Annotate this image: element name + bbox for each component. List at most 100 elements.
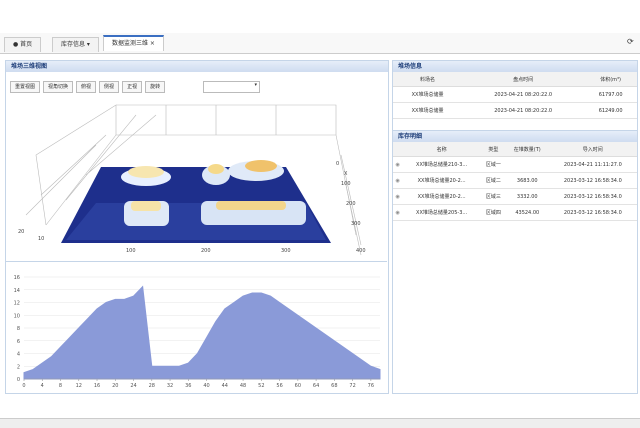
cell: 2023-03-12 16:58:34.0 (548, 172, 637, 189)
row-icon: ◉ (393, 188, 403, 205)
panel-title: 堆场信息 (393, 61, 637, 72)
row-icon: ◉ (393, 204, 403, 221)
x-tick-label: 20 (112, 383, 118, 389)
row-icon: ◉ (393, 156, 403, 173)
cell: 2023-04-21 08:20:22.0 (462, 102, 585, 119)
axis-label: 10 (38, 236, 44, 242)
axis-title: X (344, 171, 348, 177)
toolbar-button[interactable]: 侧视 (99, 81, 120, 93)
y-tick-label: 0 (17, 377, 20, 383)
axis-label: 200 (201, 248, 211, 254)
column-header: 在堆数量(T) (505, 142, 549, 157)
row[interactable]: ◉ XX堆场总储量205-3... 区域四 43524.00 2023-03-12 16… (393, 204, 637, 221)
cell: 2023-03-12 16:58:34.0 (548, 188, 637, 205)
column-header: 类型 (480, 142, 506, 157)
column-header: 导入时间 (548, 142, 637, 157)
detail-table: 名称 类型 在堆数量(T) 导入时间 ◉ XX堆场总储量210-3... 区域一 2023-0… (393, 142, 637, 221)
x-tick-label: 24 (130, 383, 136, 389)
axis-label: 200 (346, 201, 356, 207)
cell: 3332.00 (505, 188, 549, 205)
view-3d: 100 200 300 400 10 20 0 100 200 300 X (6, 95, 386, 260)
x-tick-label: 40 (203, 383, 209, 389)
header-row: 名称 类型 在堆数量(T) 导入时间 (393, 142, 637, 157)
x-tick-label: 0 (22, 383, 25, 389)
x-tick-label: 76 (368, 383, 374, 389)
x-tick-label: 32 (167, 383, 173, 389)
cell: XX堆场总储量 (393, 86, 463, 103)
cell: 区域三 (480, 188, 506, 205)
x-tick-label: 44 (222, 383, 228, 389)
toolbar-button[interactable]: 旋转 (145, 81, 166, 93)
x-tick-label: 48 (240, 383, 246, 389)
axis-label: 20 (18, 229, 24, 235)
row: XX堆场总储量 2023-04-21 08:20:22.0 61797.00 (393, 86, 637, 103)
cell: 区域二 (480, 172, 506, 189)
x-tick-label: 28 (149, 383, 155, 389)
axis-label: 100 (126, 248, 136, 254)
panel-title: 堆场三维视图 (6, 61, 388, 72)
x-tick-label: 36 (185, 383, 191, 389)
x-tick-label: 52 (258, 383, 264, 389)
status-bar (0, 418, 640, 428)
cell: XX堆场总储量20-2... (402, 188, 481, 205)
row[interactable]: ◉ XX堆场总储量20-2... 区域三 3332.00 2023-03-12 16:5… (393, 188, 637, 205)
y-tick-label: 14 (14, 288, 20, 294)
header-row: 料场名 盘点时间 体积(m³) (393, 72, 637, 87)
row-icon: ◉ (393, 172, 403, 189)
column-header: 体积(m³) (584, 72, 637, 87)
tab-label: 数据监测三维 (112, 40, 149, 47)
y-tick-label: 8 (17, 326, 20, 332)
cell: 2023-04-21 08:20:22.0 (462, 86, 585, 103)
row[interactable]: ◉ XX堆场总储量20-2... 区域二 3683.00 2023-03-12 16:5… (393, 172, 637, 189)
info-panel: 堆场信息 料场名 盘点时间 体积(m³) XX堆场总储量 2023-04-21 08:2… (392, 60, 638, 132)
y-tick-label: 16 (14, 275, 20, 281)
cell: 2023-04-21 11:11:27.0 (548, 156, 637, 173)
info-table: 料场名 盘点时间 体积(m³) XX堆场总储量 2023-04-21 08:20:22.… (393, 72, 637, 119)
cell: 43524.00 (505, 204, 549, 221)
cell: 3683.00 (505, 172, 549, 189)
cell: 区域四 (480, 204, 506, 221)
x-tick-label: 60 (295, 383, 301, 389)
x-tick-label: 64 (313, 383, 319, 389)
axis-label: 400 (356, 248, 366, 254)
x-tick-label: 12 (76, 383, 82, 389)
axis-label: 300 (281, 248, 291, 254)
axis-label: 0 (336, 161, 339, 167)
checkbox-header (393, 142, 403, 157)
tab-active[interactable]: 数据监测三维 × (103, 35, 164, 51)
divider (6, 261, 387, 262)
detail-panel: 库存明细 名称 类型 在堆数量(T) 导入时间 ◉ XX堆场总储量210-3... 区域一 2… (392, 130, 638, 394)
panel-title: 库存明细 (393, 131, 637, 142)
axis-label: 100 (341, 181, 351, 187)
tab[interactable]: 库存信息 ▾ (52, 37, 99, 52)
row[interactable]: ◉ XX堆场总储量210-3... 区域一 2023-04-21 11:11:27.0 (393, 156, 637, 173)
toolbar-button[interactable]: 正视 (122, 81, 143, 93)
y-tick-label: 10 (14, 313, 20, 319)
refresh-icon[interactable]: ⟳ (627, 37, 634, 46)
toolbar-button[interactable]: 俯视 (76, 81, 97, 93)
y-tick-label: 4 (17, 352, 20, 358)
select-box[interactable]: ▾ (203, 81, 260, 93)
column-header: 盘点时间 (462, 72, 585, 87)
x-tick-label: 72 (349, 383, 355, 389)
toolbar-button[interactable]: 视角切换 (43, 81, 74, 93)
cell: 区域一 (480, 156, 506, 173)
tab-label: 首页 (20, 41, 33, 48)
cell: XX堆场总储量205-3... (402, 204, 481, 221)
tab[interactable]: ● 首页 (4, 37, 42, 52)
cell: XX堆场总储量 (393, 102, 463, 119)
x-tick-label: 8 (59, 383, 62, 389)
row: XX堆场总储量 2023-04-21 08:20:22.0 61249.00 (393, 102, 637, 119)
cell: 61249.00 (584, 102, 637, 119)
y-tick-label: 12 (14, 301, 20, 307)
cell: XX堆场总储量20-2... (402, 172, 481, 189)
x-tick-label: 16 (94, 383, 100, 389)
cell (505, 156, 549, 173)
toolbar-button[interactable]: 重置视图 (10, 81, 41, 93)
y-tick-label: 6 (17, 339, 20, 345)
x-tick-label: 4 (41, 383, 44, 389)
y-tick-label: 2 (17, 364, 20, 370)
column-header: 名称 (402, 142, 481, 157)
